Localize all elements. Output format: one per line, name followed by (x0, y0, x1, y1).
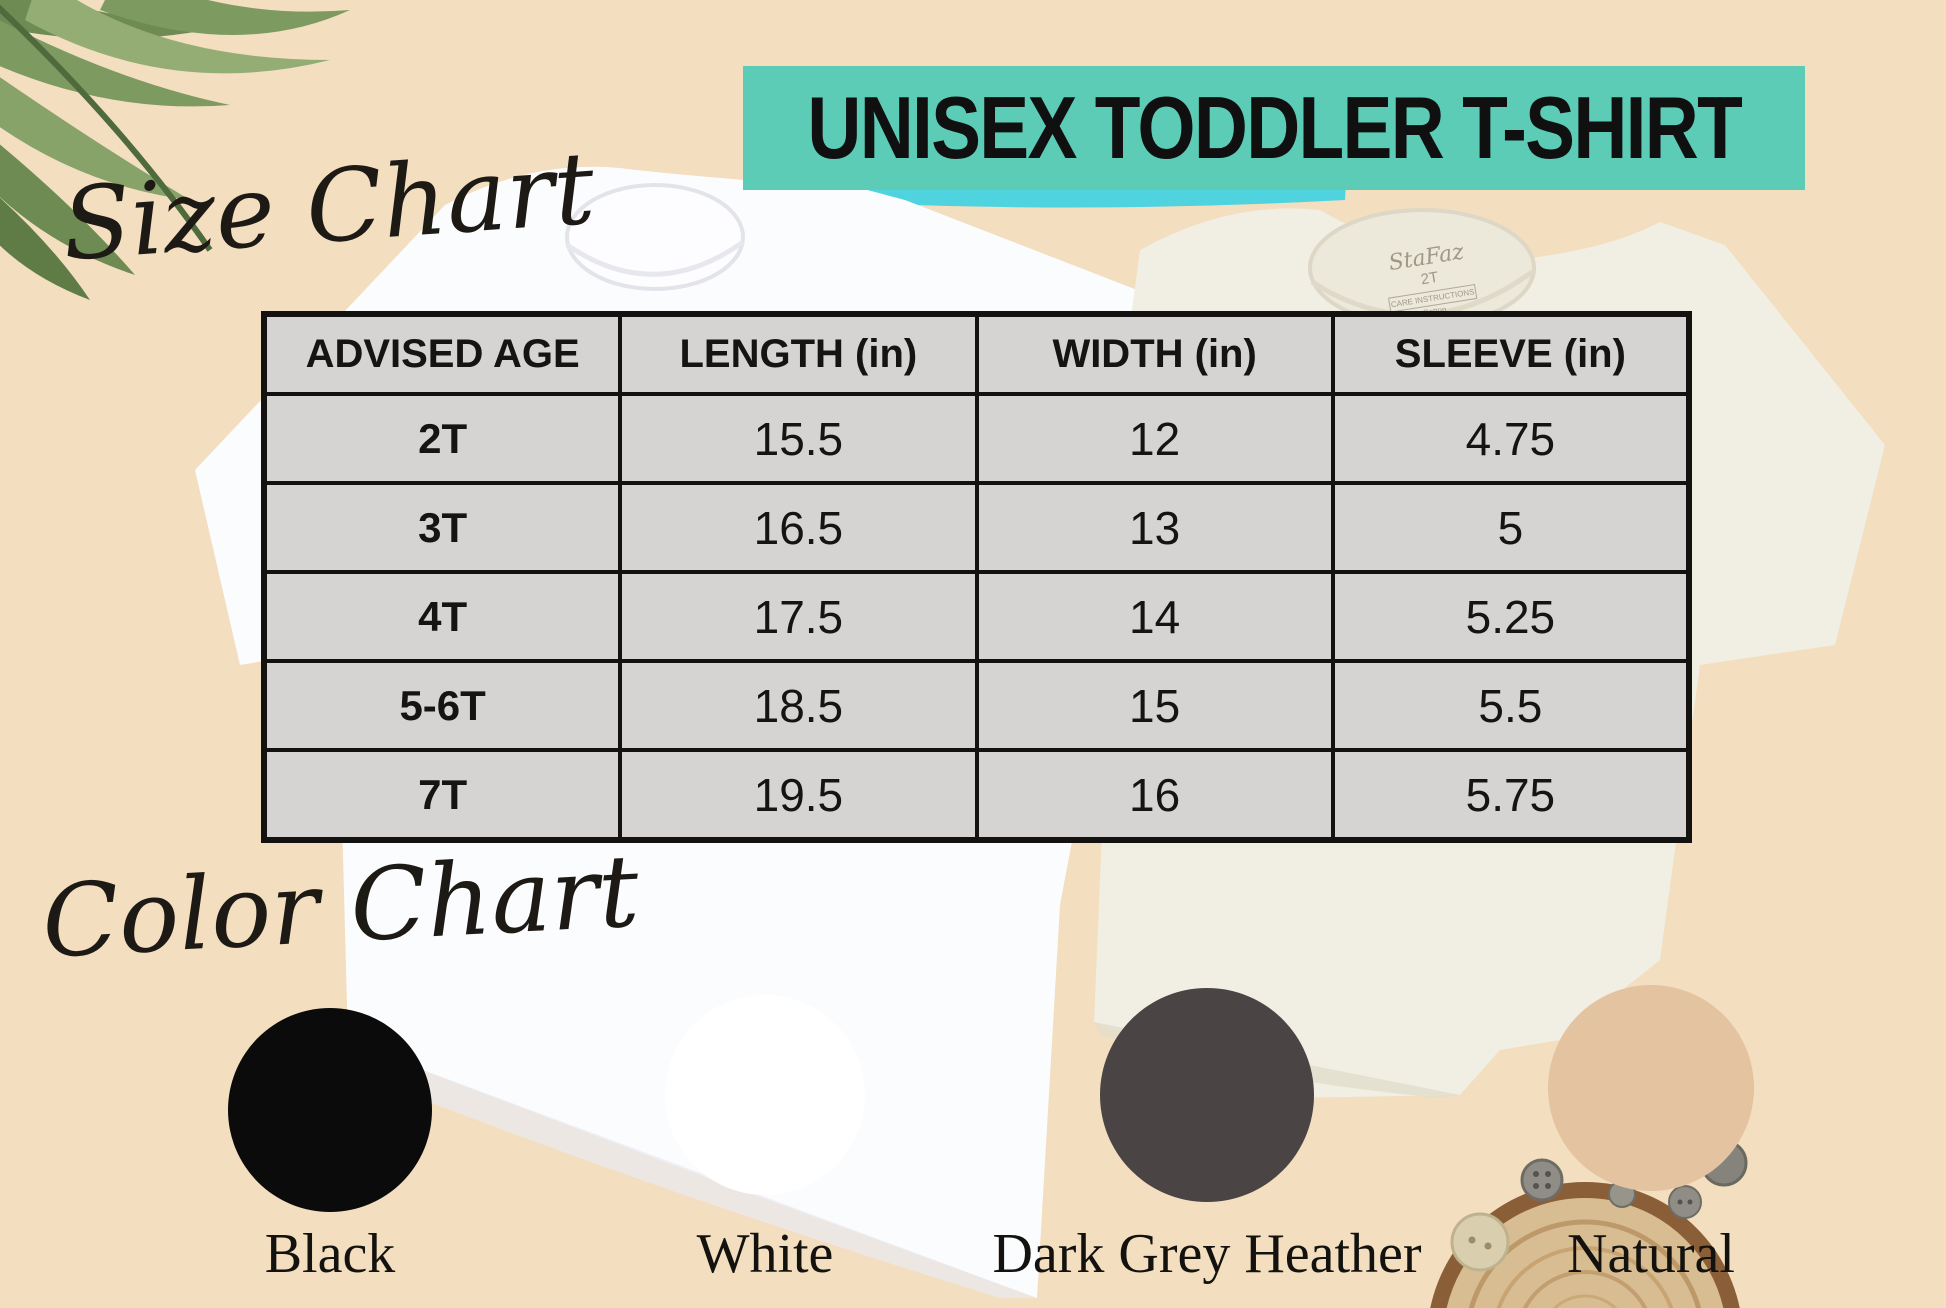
color-circle-dark-grey-heather (1100, 988, 1314, 1202)
measure-cell: 14 (974, 570, 1335, 663)
column-header: SLEEVE (in) (1330, 312, 1692, 396)
wood-slice-decoration (1430, 1182, 1740, 1308)
table-row: 7T 19.5 16 5.75 (261, 748, 1692, 842)
measure-cell: 15 (974, 659, 1335, 752)
title-banner: UNISEX TODDLER T-SHIRT (743, 66, 1805, 190)
column-header: LENGTH (in) (618, 312, 979, 396)
color-label-dark-grey-heather: Dark Grey Heather (992, 1223, 1422, 1285)
color-label-natural: Natural (1567, 1223, 1735, 1285)
table-row: 3T 16.5 13 5 (261, 481, 1692, 574)
size-chart-table: ADVISED AGE LENGTH (in) WIDTH (in) SLEEVE (… (261, 311, 1692, 843)
title-banner-text: UNISEX TODDLER T-SHIRT (807, 78, 1742, 177)
table-header-row: ADVISED AGE LENGTH (in) WIDTH (in) SLEEVE (… (261, 312, 1692, 396)
measure-cell: 5 (1330, 481, 1692, 574)
column-header: ADVISED AGE (261, 312, 623, 396)
table-row: 2T 15.5 12 4.75 (261, 392, 1692, 485)
table-body: 2T 15.5 12 4.75 3T 16.5 13 5 4T 17.5 14 5.25 5-6T 18.… (261, 392, 1692, 842)
measure-cell: 15.5 (618, 392, 979, 485)
color-label-white: White (696, 1223, 834, 1285)
measure-cell: 19.5 (618, 748, 979, 842)
age-cell: 5-6T (261, 659, 623, 752)
age-cell: 7T (261, 748, 623, 842)
color-label-black: Black (264, 1223, 396, 1285)
measure-cell: 17.5 (618, 570, 979, 663)
measure-cell: 4.75 (1330, 392, 1692, 485)
palm-leaf-decoration (0, 0, 350, 300)
table-row: 4T 17.5 14 5.25 (261, 570, 1692, 663)
age-cell: 3T (261, 481, 623, 574)
age-cell: 2T (261, 392, 623, 485)
measure-cell: 16.5 (618, 481, 979, 574)
measure-cell: 5.5 (1330, 659, 1692, 752)
color-circle-black (228, 1008, 432, 1212)
measure-cell: 16 (974, 748, 1335, 842)
age-cell: 4T (261, 570, 623, 663)
measure-cell: 5.25 (1330, 570, 1692, 663)
measure-cell: 5.75 (1330, 748, 1692, 842)
measure-cell: 12 (974, 392, 1335, 485)
measure-cell: 13 (974, 481, 1335, 574)
column-header: WIDTH (in) (974, 312, 1335, 396)
measure-cell: 18.5 (618, 659, 979, 752)
color-circle-natural (1548, 985, 1754, 1191)
button-decoration (1450, 1139, 1748, 1272)
table-row: 5-6T 18.5 15 5.5 (261, 659, 1692, 752)
color-circle-white (665, 995, 865, 1195)
